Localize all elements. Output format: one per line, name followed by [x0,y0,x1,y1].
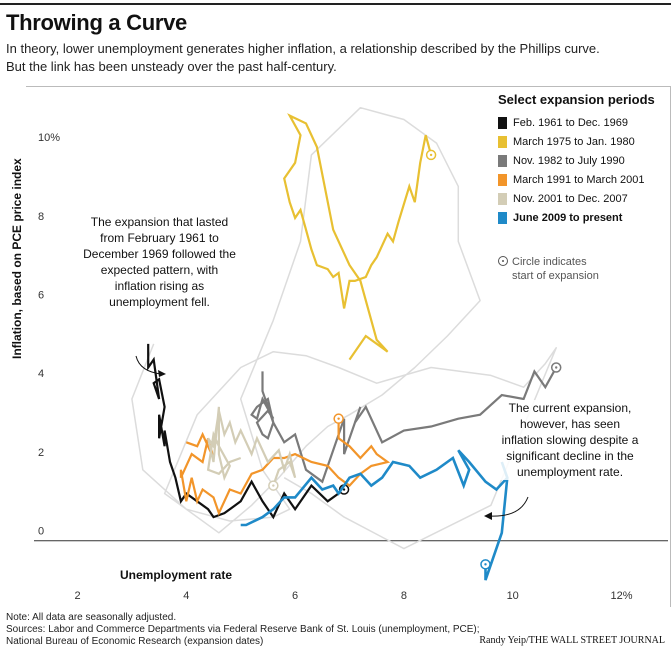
top-rule [0,3,671,5]
chart-frame [26,86,670,608]
series-start-dot-5 [484,563,487,566]
legend-item: March 1991 to March 2001 [498,170,668,189]
footer-sources-2: National Bureau of Economic Research (ex… [6,636,264,647]
y-axis-label-box: Inflation, based on PCE price index [2,158,24,360]
legend-swatch [498,154,507,167]
footer: Note: All data are seasonally adjusted. … [6,612,480,648]
legend: Select expansion periods Feb. 1961 to De… [498,92,668,227]
legend-items: Feb. 1961 to Dec. 1969 March 1975 to Jan.… [498,113,668,227]
annotation-right-arrowhead [484,512,492,520]
y-tick-label: 4 [38,368,44,380]
legend-item: Nov. 1982 to July 1990 [498,151,668,170]
legend-title: Select expansion periods [498,92,655,107]
footer-note: Note: All data are seasonally adjusted. [6,612,177,623]
legend-label: March 1975 to Jan. 1980 [513,135,635,148]
y-axis-label: Inflation, based on PCE price index [10,158,24,359]
legend-swatch [498,173,507,186]
subtitle-line-1: In theory, lower unemployment generates … [6,41,600,56]
series-start-dot-3 [337,417,340,420]
series-line-1 [283,113,433,361]
x-tick-label: 10 [507,590,519,602]
legend-swatch [498,135,507,148]
annotation-right-arrow [487,496,529,517]
series-line-4 [206,406,297,486]
credit-line: Randy Yeip/THE WALL STREET JOURNAL [479,635,665,646]
y-tick-label: 6 [38,290,44,302]
circle-note: Circle indicates start of expansion [498,255,668,283]
series-start-dot-0 [342,488,346,491]
start-circle-icon [498,256,508,266]
legend-label: Nov. 1982 to July 1990 [513,154,625,167]
legend-item: Nov. 2001 to Dec. 2007 [498,189,668,208]
annotation-right: The current expansion, however, has seen… [500,400,640,480]
series-line-0 [147,343,345,520]
legend-swatch [498,192,507,205]
legend-item: March 1975 to Jan. 1980 [498,132,668,151]
series-start-dot-1 [429,153,433,157]
series-line-2 [250,366,558,484]
x-tick-label: 12% [610,590,632,602]
series-start-dot-2 [555,366,558,369]
chart-subtitle: In theory, lower unemployment generates … [6,40,666,76]
legend-swatch [498,211,507,224]
legend-item: June 2009 to present [498,208,668,227]
circle-note-line-2: start of expansion [512,270,599,282]
legend-label: March 1991 to March 2001 [513,173,645,186]
chart-title: Throwing a Curve [6,10,187,35]
circle-note-line-1: Circle indicates [512,256,587,268]
y-tick-label: 10% [38,132,60,144]
y-tick-label: 2 [38,447,44,459]
x-tick-label: 4 [183,590,189,602]
legend-item: Feb. 1961 to Dec. 1969 [498,113,668,132]
y-tick-label: 0 [38,526,44,538]
annotation-left-arrowhead [158,370,166,377]
x-tick-label: 2 [74,590,80,602]
annotation-left: The expansion that lasted from February … [82,214,237,310]
x-axis-label: Unemployment rate [120,568,233,582]
x-tick-label: 6 [292,590,298,602]
subtitle-line-2: But the link has been unsteady over the … [6,59,337,74]
legend-swatch [498,116,507,129]
y-tick-label: 8 [38,211,44,223]
series-line-3 [179,418,391,517]
legend-label: Nov. 2001 to Dec. 2007 [513,192,628,205]
series-start-dot-4 [272,484,275,487]
footer-sources-1: Sources: Labor and Commerce Departments … [6,624,480,635]
legend-label: Feb. 1961 to Dec. 1969 [513,116,628,129]
x-tick-label: 8 [401,590,407,602]
legend-label: June 2009 to present [513,211,623,224]
